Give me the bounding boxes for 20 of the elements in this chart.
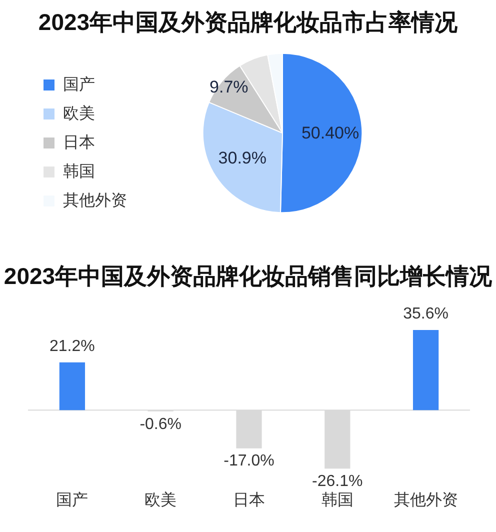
data-label: -0.6% xyxy=(140,416,182,433)
data-label: -17.0% xyxy=(224,452,274,470)
chart-title: 2023年中国及外资品牌化妆品销售同比增长情况 xyxy=(4,262,492,290)
data-label: 9.7% xyxy=(210,78,248,96)
data-label: 35.6% xyxy=(403,305,448,322)
chart-title: 2023年中国及外资品牌化妆品市占率情况 xyxy=(38,8,458,36)
data-label: -26.1% xyxy=(312,473,363,490)
x-tick-label: 国产 xyxy=(56,490,88,509)
x-tick-label: 欧美 xyxy=(144,490,177,509)
data-label: 21.2% xyxy=(50,338,95,355)
legend-label: 国产 xyxy=(63,75,95,94)
data-label: 30.9% xyxy=(218,148,266,168)
legend-label: 日本 xyxy=(63,133,95,152)
legend-label: 韩国 xyxy=(63,162,95,180)
x-tick-label: 韩国 xyxy=(321,490,354,509)
legend-label: 其他外资 xyxy=(63,191,127,210)
x-tick-label: 其他外资 xyxy=(394,490,458,509)
legend-label: 欧美 xyxy=(63,104,95,122)
data-label: 50.40% xyxy=(301,123,360,142)
x-tick-label: 日本 xyxy=(233,490,265,509)
